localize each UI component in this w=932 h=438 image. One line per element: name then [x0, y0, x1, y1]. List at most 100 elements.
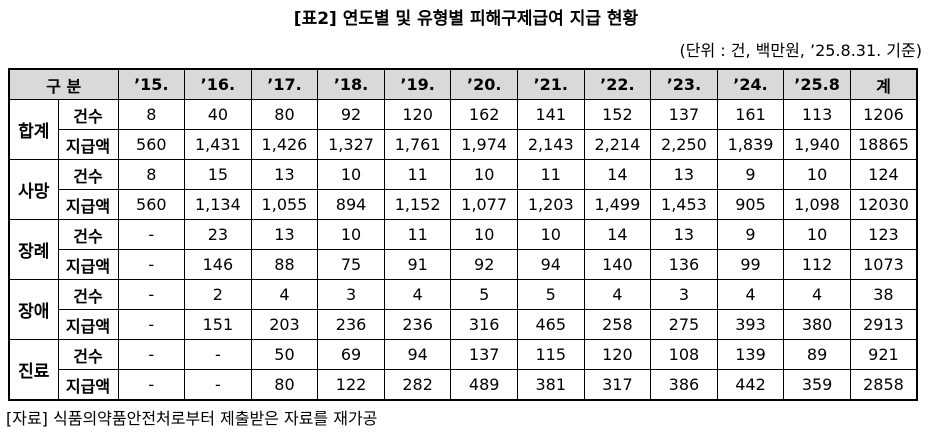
- row-label: 지급액: [57, 249, 119, 280]
- header-cell: ’15.: [117, 68, 186, 100]
- data-cell: 94: [516, 249, 585, 280]
- data-cell: -: [117, 339, 186, 370]
- data-cell: 13: [650, 219, 718, 250]
- data-cell: 14: [583, 159, 652, 190]
- data-cell: 94: [383, 339, 452, 370]
- data-cell: 1,453: [650, 189, 718, 220]
- data-cell: 1,203: [516, 189, 585, 220]
- data-cell: 2,214: [583, 129, 652, 160]
- data-cell: 8: [117, 159, 186, 190]
- header-cell: ’25.8: [783, 68, 851, 100]
- data-cell: 489: [450, 369, 518, 401]
- data-row: 합계 건수 8 40 80 92 120 162 141 152 137 161 113 1206: [8, 99, 918, 160]
- data-cell: 113: [783, 99, 851, 130]
- data-cell: 3: [650, 279, 718, 310]
- data-cell: 136: [650, 249, 718, 280]
- data-cell: 69: [317, 339, 385, 370]
- data-cell: 151: [184, 309, 252, 340]
- data-cell: 380: [783, 309, 851, 340]
- data-cell: 124: [849, 159, 918, 190]
- data-row: 지급액 560 1,134 1,055 894 1,152 1,077 1,203 1,499 1…: [9, 189, 918, 220]
- data-cell: 560: [117, 129, 186, 160]
- data-row: 지급액 560 1,431 1,426 1,327 1,761 1,974 2,143 2,21…: [9, 129, 918, 160]
- data-cell: -: [117, 369, 186, 401]
- header-cell: ’21.: [516, 68, 585, 100]
- data-cell: -: [117, 279, 186, 310]
- data-cell: 99: [716, 249, 785, 280]
- data-cell: -: [184, 339, 252, 370]
- data-cell: 4: [383, 279, 452, 310]
- data-cell: 442: [716, 369, 785, 401]
- data-cell: 89: [783, 339, 851, 370]
- header-cell: ’24.: [716, 68, 785, 100]
- data-cell: 9: [716, 219, 785, 250]
- header-cell: ’22.: [583, 68, 652, 100]
- data-cell: 123: [849, 219, 918, 250]
- data-cell: 4: [250, 279, 319, 310]
- data-cell: 91: [383, 249, 452, 280]
- data-cell: 18865: [849, 129, 918, 160]
- header-cell: ’20.: [450, 68, 518, 100]
- data-row: 장례 건수 -23 13 10 11 10 10 14 13 9 10 123: [8, 219, 918, 280]
- data-cell: 10: [783, 159, 851, 190]
- data-cell: 23: [184, 219, 252, 250]
- data-cell: 8: [117, 99, 186, 130]
- data-cell: 316: [450, 309, 518, 340]
- group-label: 장례: [8, 219, 59, 280]
- data-cell: 10: [516, 219, 585, 250]
- data-cell: 140: [583, 249, 652, 280]
- data-cell: 1206: [849, 99, 918, 130]
- data-cell: 75: [317, 249, 385, 280]
- data-cell: 1,098: [783, 189, 851, 220]
- row-label: 건수: [57, 159, 119, 190]
- data-cell: 4: [583, 279, 652, 310]
- data-cell: 258: [583, 309, 652, 340]
- data-cell: 14: [583, 219, 652, 250]
- data-cell: -: [117, 309, 186, 340]
- data-cell: 50: [250, 339, 319, 370]
- group-label: 장애: [8, 279, 59, 340]
- data-cell: -: [184, 369, 252, 401]
- header-cell: ’23.: [650, 68, 718, 100]
- data-cell: 11: [383, 219, 452, 250]
- data-cell: 359: [783, 369, 851, 401]
- data-cell: 317: [583, 369, 652, 401]
- data-cell: 40: [184, 99, 252, 130]
- row-label: 지급액: [57, 189, 119, 220]
- header-cell: ’19.: [383, 68, 452, 100]
- data-cell: 236: [383, 309, 452, 340]
- row-label: 지급액: [57, 309, 119, 340]
- data-cell: 2: [184, 279, 252, 310]
- data-cell: 120: [383, 99, 452, 130]
- data-cell: 3: [317, 279, 385, 310]
- data-row: 지급액 - -80 122 282 489 381 317 386 442 359 2858: [9, 369, 918, 401]
- row-label: 지급액: [57, 369, 119, 401]
- data-cell: 465: [516, 309, 585, 340]
- row-label: 지급액: [57, 129, 119, 160]
- data-cell: 10: [450, 159, 518, 190]
- data-cell: 139: [716, 339, 785, 370]
- data-cell: 1,152: [383, 189, 452, 220]
- data-cell: 10: [783, 219, 851, 250]
- data-cell: -: [117, 249, 186, 280]
- data-cell: 10: [317, 219, 385, 250]
- data-cell: 275: [650, 309, 718, 340]
- data-cell: 137: [650, 99, 718, 130]
- data-row: 진료 건수 - -50 69 94 137 115 120 108 139 89 921: [8, 339, 918, 401]
- data-cell: 120: [583, 339, 652, 370]
- row-label: 건수: [57, 339, 119, 370]
- header-cell: 계: [849, 68, 918, 100]
- source-note: [자료] 식품의약품안전처로부터 제출받은 자료를 재가공: [6, 409, 378, 428]
- data-cell: 2,250: [650, 129, 718, 160]
- data-cell: 12030: [849, 189, 918, 220]
- data-cell: 13: [650, 159, 718, 190]
- header-cell: ’17.: [250, 68, 319, 100]
- data-cell: 11: [516, 159, 585, 190]
- data-cell: 1,974: [450, 129, 518, 160]
- group-label: 진료: [8, 339, 59, 401]
- data-cell: 141: [516, 99, 585, 130]
- data-cell: 5: [450, 279, 518, 310]
- data-row: 사망 건수 8 15 13 10 11 10 11 14 13 9 10 124: [8, 159, 918, 220]
- row-label: 건수: [57, 219, 119, 250]
- data-cell: 92: [450, 249, 518, 280]
